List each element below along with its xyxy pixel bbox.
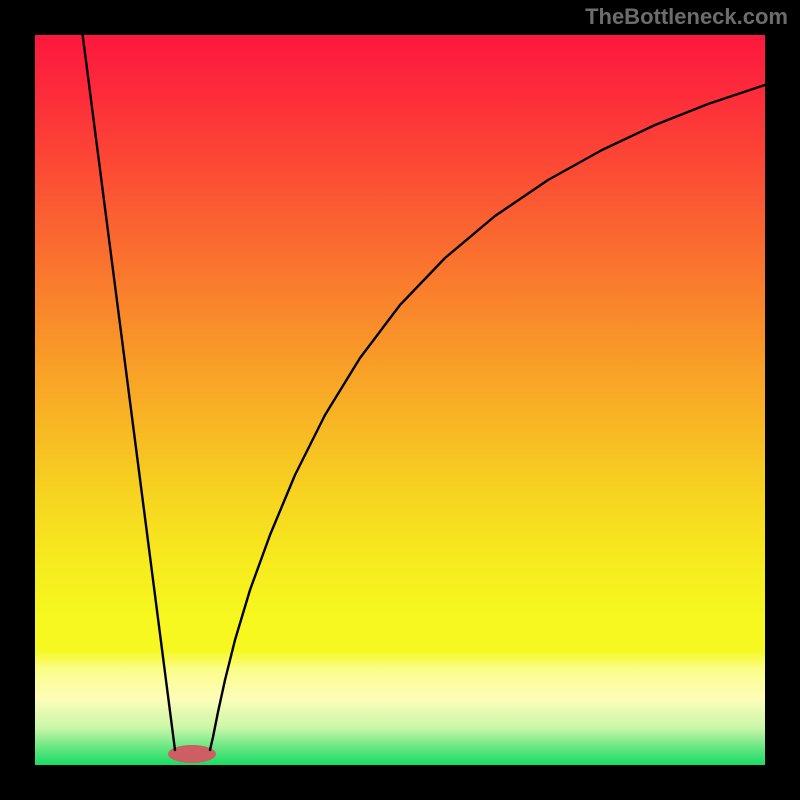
chart-container: TheBottleneck.com: [0, 0, 800, 800]
chart-svg: [0, 0, 800, 800]
watermark-label: TheBottleneck.com: [585, 4, 788, 30]
plot-background: [35, 30, 765, 765]
